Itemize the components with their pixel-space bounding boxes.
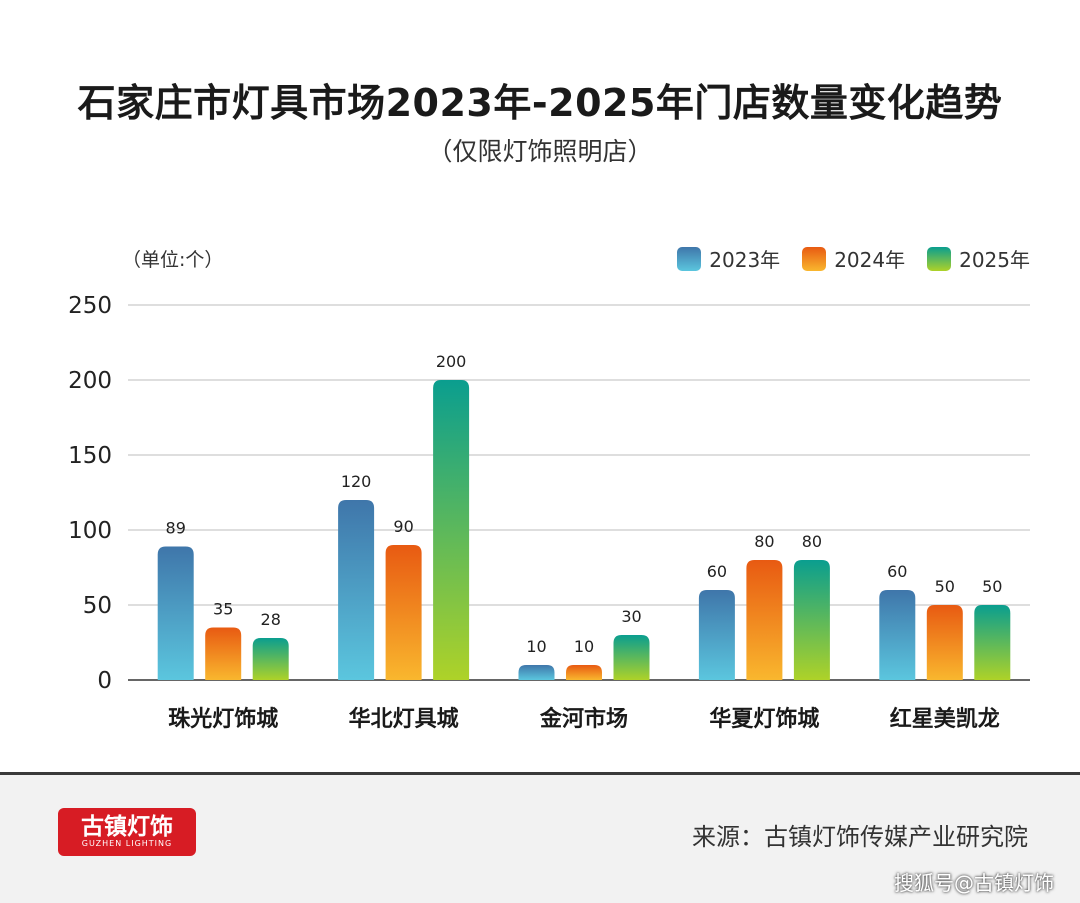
bar-华夏灯饰城-2024年: [746, 560, 783, 680]
legend-item-2023: 2023年: [677, 244, 780, 273]
value-label: 10: [526, 637, 546, 656]
category-label: 金河市场: [539, 706, 628, 732]
legend: 2023年 2024年 2025年: [677, 244, 1030, 273]
value-label: 50: [982, 577, 1002, 596]
bar-珠光灯饰城-2023年: [157, 546, 194, 680]
value-label: 120: [341, 472, 372, 491]
bar-红星美凯龙-2023年: [879, 590, 916, 680]
ytick-label: 150: [68, 443, 112, 469]
logo-text: 古镇灯饰: [81, 813, 173, 840]
value-label: 80: [754, 532, 774, 551]
category-label: 华夏灯饰城: [709, 706, 819, 732]
bar-珠光灯饰城-2025年: [252, 638, 289, 680]
chart-subtitle: （仅限灯饰照明店）: [427, 137, 653, 166]
ytick-label: 0: [97, 668, 112, 694]
category-label: 华北灯具城: [349, 706, 459, 732]
value-label: 10: [574, 637, 594, 656]
source-note: 来源：古镇灯饰传媒产业研究院: [692, 823, 1028, 851]
ytick-label: 200: [68, 368, 112, 394]
bar-金河市场-2024年: [566, 665, 602, 680]
value-label: 28: [261, 610, 281, 629]
legend-swatch-2025: [927, 246, 952, 271]
bar-华北灯具城-2025年: [433, 380, 470, 680]
value-label: 89: [166, 519, 186, 538]
legend-swatch-2024: [802, 246, 827, 271]
bar-chart: 0 50 100 150 200 250 89 35 28 120 90 200 10 10 30 60 80…: [68, 293, 1030, 732]
value-label: 30: [621, 607, 641, 626]
legend-label-2023: 2023年: [709, 248, 781, 272]
bar-华北灯具城-2024年: [385, 545, 422, 680]
value-label: 200: [436, 352, 467, 371]
bar-华夏灯饰城-2023年: [698, 590, 735, 680]
bar-红星美凯龙-2024年: [926, 605, 963, 680]
value-label: 80: [802, 532, 822, 551]
bar-华夏灯饰城-2025年: [793, 560, 830, 680]
legend-label-2025: 2025年: [959, 248, 1030, 272]
chart-title: 石家庄市灯具市场2023年-2025年门店数量变化趋势: [77, 81, 1003, 125]
bar-珠光灯饰城-2024年: [205, 627, 242, 680]
legend-item-2024: 2024年: [802, 244, 905, 273]
watermark: 搜狐号@古镇灯饰: [894, 871, 1054, 895]
value-label: 60: [707, 562, 727, 581]
value-label: 35: [213, 600, 233, 619]
value-label: 90: [393, 517, 413, 536]
ytick-label: 50: [83, 593, 112, 619]
legend-swatch-2023: [677, 246, 702, 271]
bar-华北灯具城-2023年: [338, 500, 375, 680]
bar-红星美凯龙-2025年: [974, 605, 1011, 680]
value-label: 60: [887, 562, 907, 581]
ytick-label: 250: [68, 293, 112, 319]
footer: 古镇灯饰 GUZHEN LIGHTING 来源：古镇灯饰传媒产业研究院 搜狐号@…: [0, 772, 1080, 903]
category-label: 红星美凯龙: [890, 706, 1000, 732]
brand-logo: 古镇灯饰 GUZHEN LIGHTING: [58, 808, 196, 856]
value-label: 50: [935, 577, 955, 596]
unit-label: （单位:个）: [122, 249, 224, 271]
legend-item-2025: 2025年: [927, 244, 1030, 273]
legend-label-2024: 2024年: [834, 248, 906, 272]
logo-subtext: GUZHEN LIGHTING: [81, 839, 173, 848]
bar-金河市场-2025年: [613, 635, 650, 680]
ytick-label: 100: [68, 518, 112, 544]
category-label: 珠光灯饰城: [168, 706, 278, 732]
bar-金河市场-2023年: [518, 665, 555, 680]
